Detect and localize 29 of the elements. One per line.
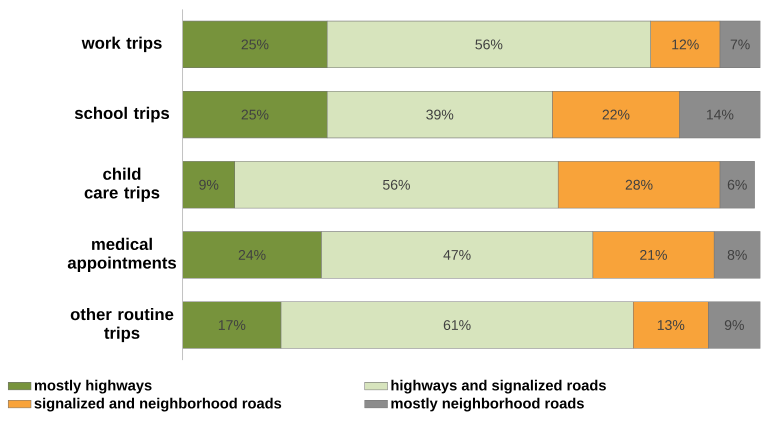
data-label: 22% bbox=[602, 110, 630, 120]
data-label: 6% bbox=[728, 180, 747, 190]
data-label: 47% bbox=[443, 250, 471, 260]
data-label: 28% bbox=[626, 180, 653, 190]
data-label: 9% bbox=[724, 320, 744, 330]
data-label: 39% bbox=[426, 110, 454, 120]
data-label: 14% bbox=[706, 110, 734, 120]
data-label: 25% bbox=[242, 110, 268, 120]
data-label: 56% bbox=[475, 40, 502, 50]
legend-label: highways and signalized roads bbox=[391, 380, 606, 394]
data-label: 7% bbox=[730, 40, 750, 50]
legend-label: mostly highways bbox=[34, 380, 152, 394]
legend-label: mostly neighborhood roads bbox=[391, 398, 584, 412]
data-label: 13% bbox=[658, 320, 684, 330]
data-label: 12% bbox=[672, 40, 699, 50]
data-label: 9% bbox=[199, 180, 218, 190]
data-label: 17% bbox=[218, 320, 246, 330]
data-label: 8% bbox=[728, 250, 747, 260]
y-tick-label: school trips bbox=[74, 106, 170, 122]
data-label: 61% bbox=[444, 320, 471, 330]
y-tick-label: child care trips bbox=[84, 168, 160, 202]
y-tick-label: other routine trips bbox=[70, 308, 174, 342]
y-tick-label: medical appointments bbox=[68, 238, 176, 272]
data-label: 24% bbox=[238, 250, 266, 260]
data-label: 56% bbox=[383, 180, 410, 190]
data-label: 21% bbox=[640, 250, 667, 260]
legend-label: signalized and neighborhood roads bbox=[34, 398, 282, 412]
data-label: 25% bbox=[242, 40, 268, 50]
y-tick-label: work trips bbox=[82, 36, 162, 52]
